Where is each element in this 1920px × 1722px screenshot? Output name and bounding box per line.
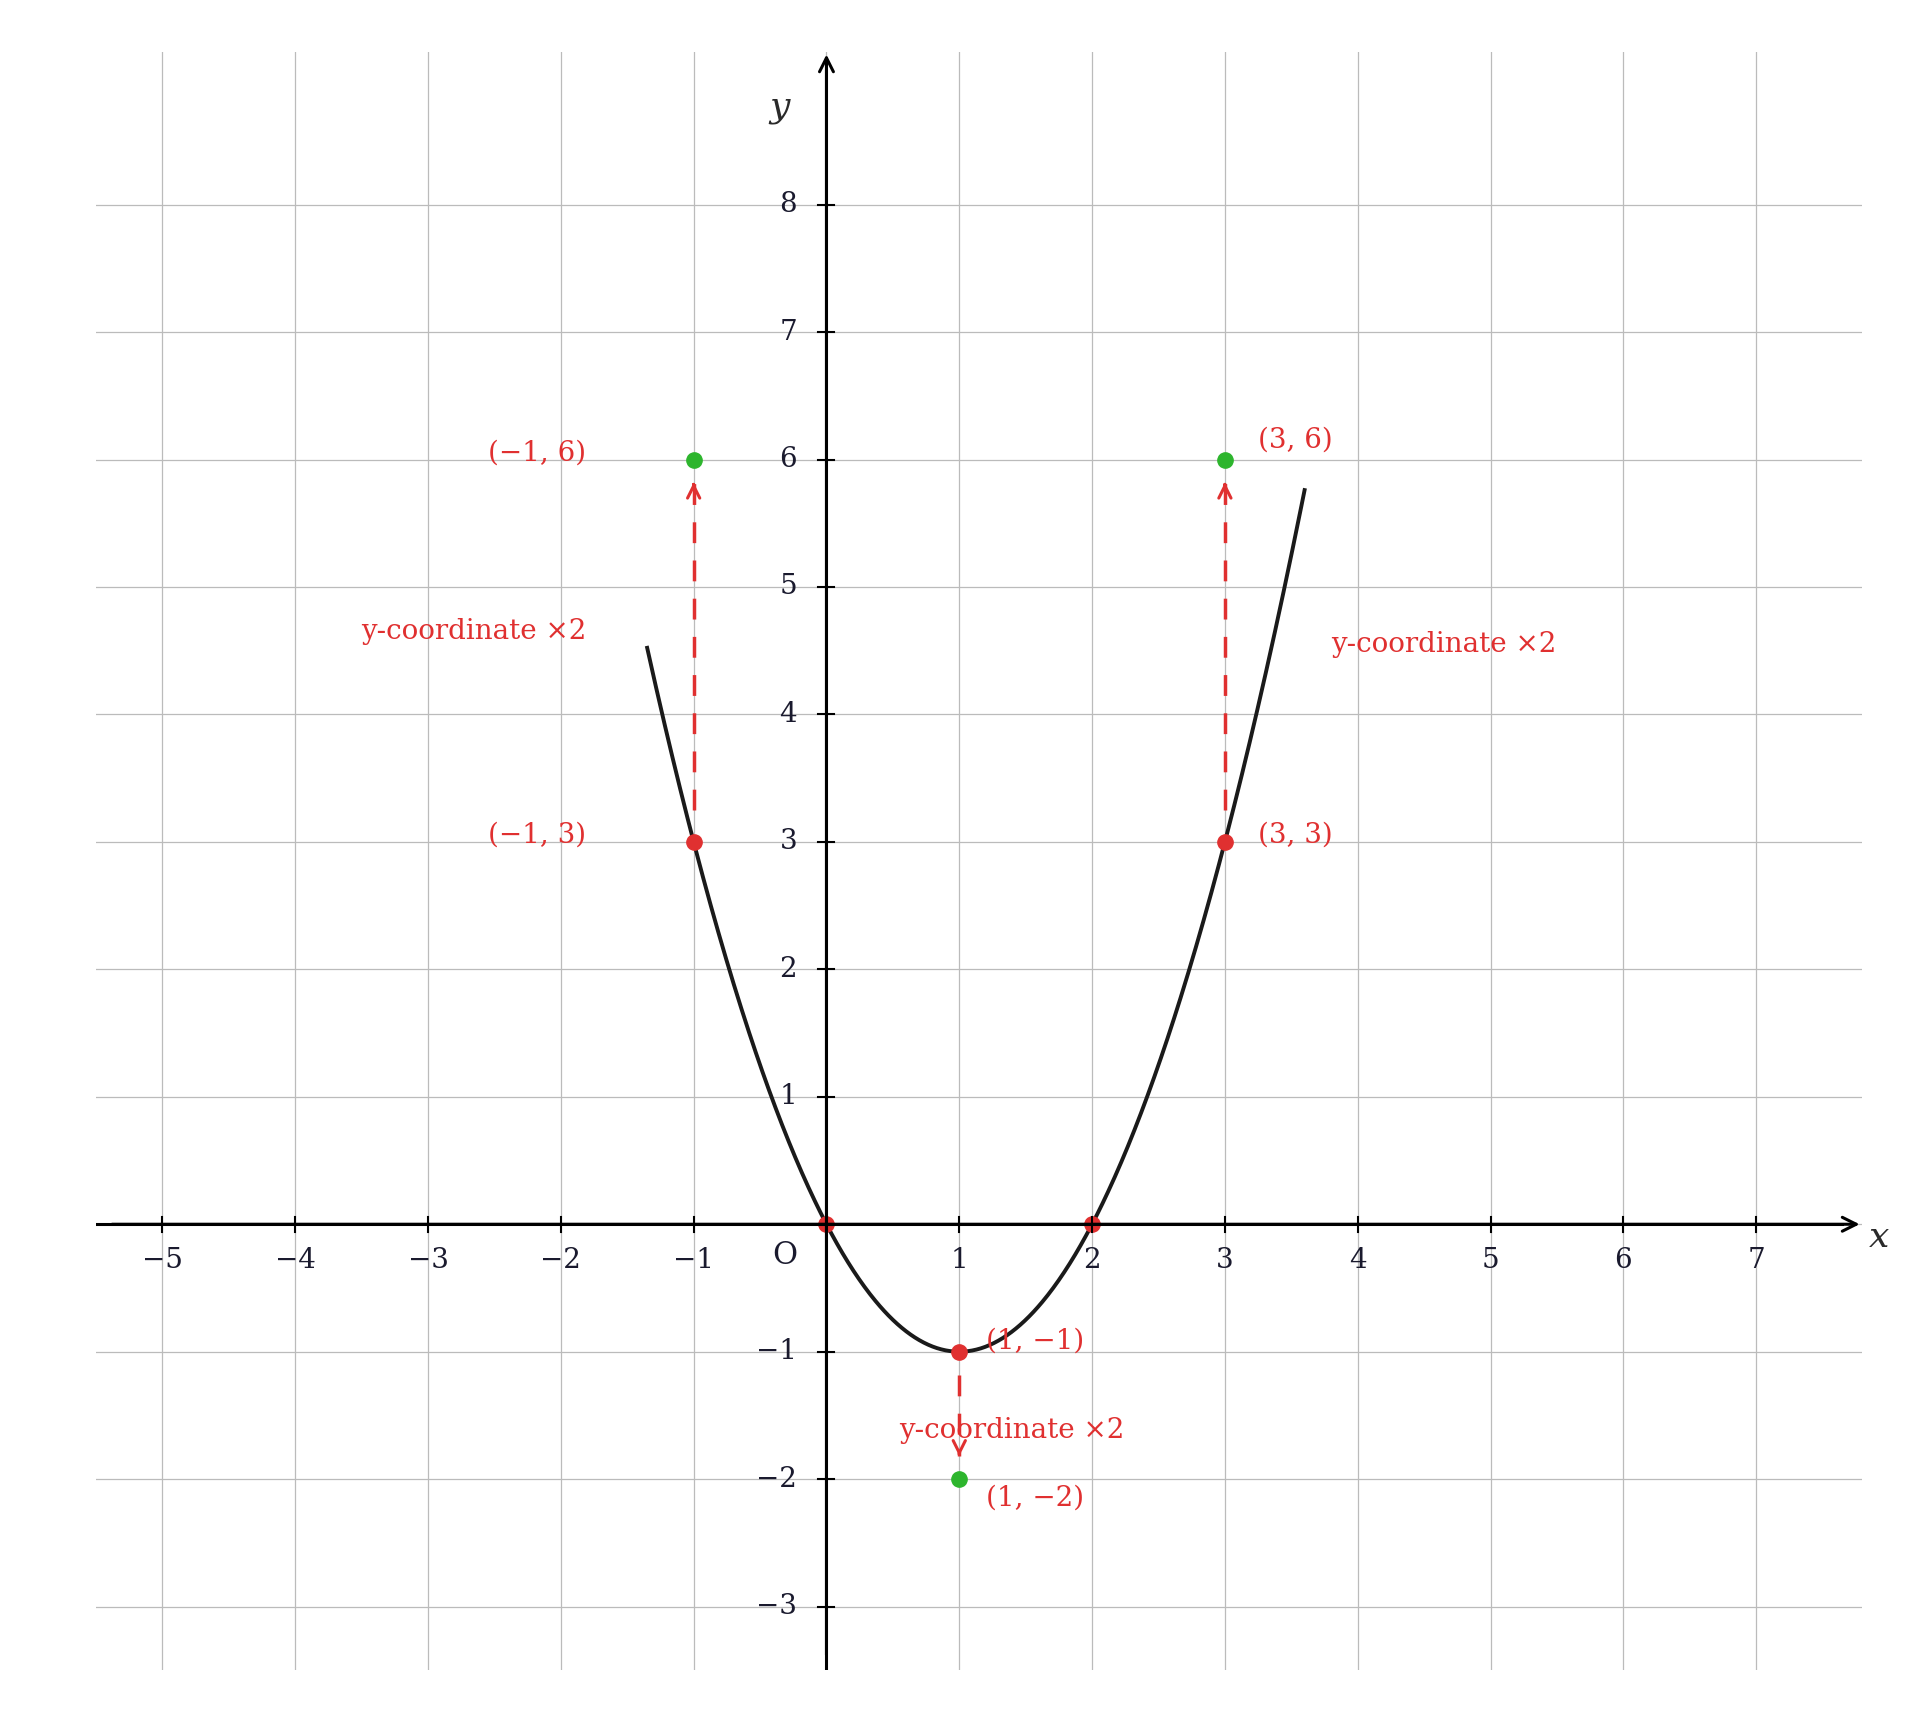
Text: −2: −2 [756,1465,797,1493]
Text: 2: 2 [1083,1247,1100,1274]
Text: 4: 4 [780,701,797,728]
Text: x: x [1868,1219,1889,1254]
Text: −3: −3 [756,1593,797,1620]
Text: 5: 5 [780,573,797,601]
Text: 6: 6 [1615,1247,1632,1274]
Text: 1: 1 [950,1247,968,1274]
Text: O: O [772,1240,797,1271]
Text: 8: 8 [780,191,797,219]
Text: −3: −3 [407,1247,449,1274]
Text: 3: 3 [780,828,797,856]
Text: (3, 6): (3, 6) [1258,427,1332,455]
Text: 3: 3 [1215,1247,1235,1274]
Text: −1: −1 [756,1338,797,1366]
Text: 6: 6 [780,446,797,474]
Text: (1, −1): (1, −1) [985,1328,1085,1355]
Text: (1, −2): (1, −2) [985,1484,1085,1512]
Text: (−1, 3): (−1, 3) [488,821,586,849]
Text: 4: 4 [1350,1247,1367,1274]
Text: 2: 2 [780,956,797,983]
Text: 7: 7 [780,319,797,346]
Text: y-coordinate ×2: y-coordinate ×2 [361,618,588,646]
Text: y: y [768,90,789,124]
Text: 7: 7 [1747,1247,1764,1274]
Text: −5: −5 [142,1247,182,1274]
Text: y-coordinate ×2: y-coordinate ×2 [1331,630,1557,658]
Text: (−1, 6): (−1, 6) [488,439,586,467]
Text: −4: −4 [275,1247,315,1274]
Text: 1: 1 [780,1083,797,1111]
Text: y-coordinate ×2: y-coordinate ×2 [899,1417,1125,1445]
Text: −1: −1 [674,1247,714,1274]
Text: (3, 3): (3, 3) [1258,821,1332,849]
Text: 5: 5 [1482,1247,1500,1274]
Text: −2: −2 [540,1247,582,1274]
